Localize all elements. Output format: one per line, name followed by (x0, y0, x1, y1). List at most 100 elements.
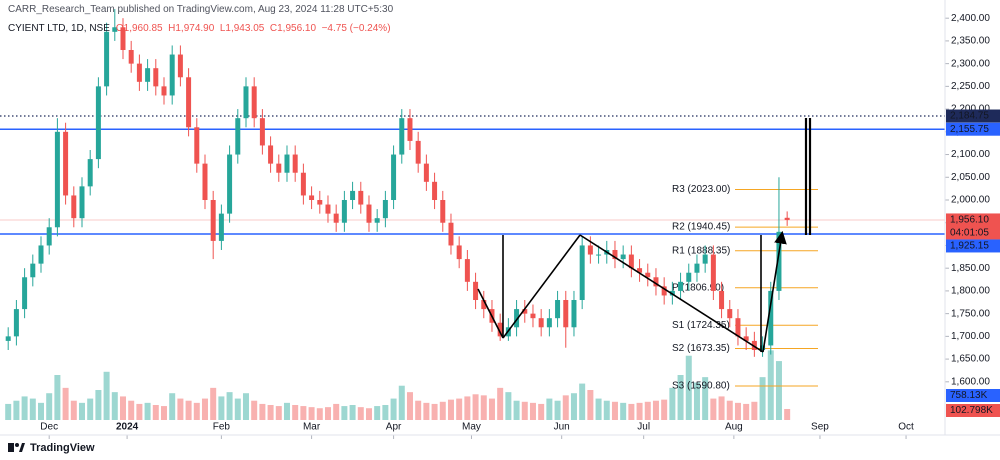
candle-body (473, 281, 479, 300)
volume-bar (144, 402, 151, 420)
volume-bar (193, 402, 200, 420)
volume-bar (644, 401, 651, 420)
x-tick-label: Sep (811, 422, 829, 433)
candle-body (46, 227, 52, 246)
candle-body (112, 27, 118, 32)
y-tick-label: 2,200.00 (951, 104, 990, 115)
volume-bar (390, 398, 397, 420)
volume-bar (37, 402, 44, 420)
volume-bar (726, 400, 733, 420)
volume-bar (743, 403, 750, 420)
y-tick-label: 2,350.00 (951, 36, 990, 47)
volume-bar (5, 403, 12, 420)
trend-line (579, 234, 764, 353)
candle-body (514, 309, 520, 328)
candle-body (620, 254, 626, 260)
volume-bar (431, 403, 438, 420)
volume-bar (562, 395, 569, 420)
ohlc: O1,960.85 H1,974.90 L1,943.05 C1,956.10 … (115, 23, 391, 34)
candle-body (440, 200, 446, 223)
candle-body (227, 154, 233, 214)
candle-body (751, 340, 757, 350)
pivot-label: S1 (1724.35) (672, 320, 730, 331)
volume-bar (13, 400, 20, 420)
candle-body (555, 300, 561, 319)
volume-bar (152, 405, 159, 420)
candle-body (694, 263, 700, 273)
candle-body (653, 277, 659, 287)
volume-bar (529, 402, 536, 420)
volume-bar (87, 398, 94, 420)
volume-bar (775, 361, 782, 420)
candle-body (358, 190, 364, 205)
volume-ma-box (946, 389, 1000, 402)
candle-body (456, 245, 462, 260)
candle-body (760, 345, 766, 350)
volume-bar (267, 405, 274, 420)
price-label-box (946, 109, 1000, 123)
pivot-label: P (1806.90) (672, 282, 724, 293)
y-tick-label: 2,000.00 (951, 195, 990, 206)
y-tick-label: 1,650.00 (951, 354, 990, 365)
volume-bar (275, 406, 282, 420)
candle-body (596, 254, 602, 256)
candle-body (161, 86, 167, 96)
volume-bar (218, 396, 225, 420)
candle-body (464, 259, 470, 282)
candle-body (309, 195, 315, 200)
candle-body (251, 86, 257, 119)
candle-body (350, 190, 356, 200)
candle-body (71, 195, 77, 219)
volume-bar (595, 398, 602, 420)
volume-bar (620, 402, 627, 420)
candle-body (194, 127, 200, 164)
volume-bar (136, 403, 143, 420)
candle-body (169, 54, 175, 96)
candle-body (325, 204, 331, 214)
candle-body (87, 159, 93, 187)
candle-body (661, 286, 667, 296)
candle-body (104, 31, 110, 87)
volume-bar (439, 401, 446, 420)
volume-bar (210, 387, 217, 420)
volume-bar (456, 398, 463, 420)
countdown-label: 04:01:05 (950, 228, 989, 239)
volume-bar (374, 406, 381, 420)
volume-bar (406, 392, 413, 420)
x-tick-label: 2024 (116, 422, 139, 433)
level-label: 2,155.75 (950, 124, 989, 135)
volume-bar (693, 382, 700, 420)
x-tick-label: Oct (898, 422, 914, 433)
candle-body (628, 254, 634, 269)
candle-body (38, 245, 44, 264)
candle-body (145, 68, 151, 82)
footer-text: TradingView (30, 442, 95, 454)
x-tick-label: Apr (386, 422, 402, 433)
candle-body (177, 54, 183, 78)
volume-bar (521, 401, 528, 420)
volume-bar (784, 408, 791, 420)
x-tick-label: Jul (637, 422, 650, 433)
candle-body (768, 290, 774, 346)
y-tick-label: 2,250.00 (951, 81, 990, 92)
volume-bar (333, 403, 340, 420)
candle-body (186, 77, 192, 128)
volume-bar (78, 402, 85, 420)
candle-body (423, 163, 429, 182)
candle-body (448, 222, 454, 246)
volume-bar (669, 387, 676, 420)
candle-body (284, 154, 290, 173)
y-tick-label: 1,700.00 (951, 331, 990, 342)
y-tick-label: 1,800.00 (951, 286, 990, 297)
volume-bar (611, 401, 618, 420)
volume-bar (160, 406, 167, 420)
candle-body (784, 217, 790, 220)
trend-line (477, 288, 504, 339)
candle-body (13, 309, 19, 337)
candle-body (579, 245, 585, 300)
volume-bar (554, 400, 561, 420)
candle-body (120, 27, 126, 50)
candle-body (30, 263, 36, 278)
volume-bar (365, 408, 372, 420)
